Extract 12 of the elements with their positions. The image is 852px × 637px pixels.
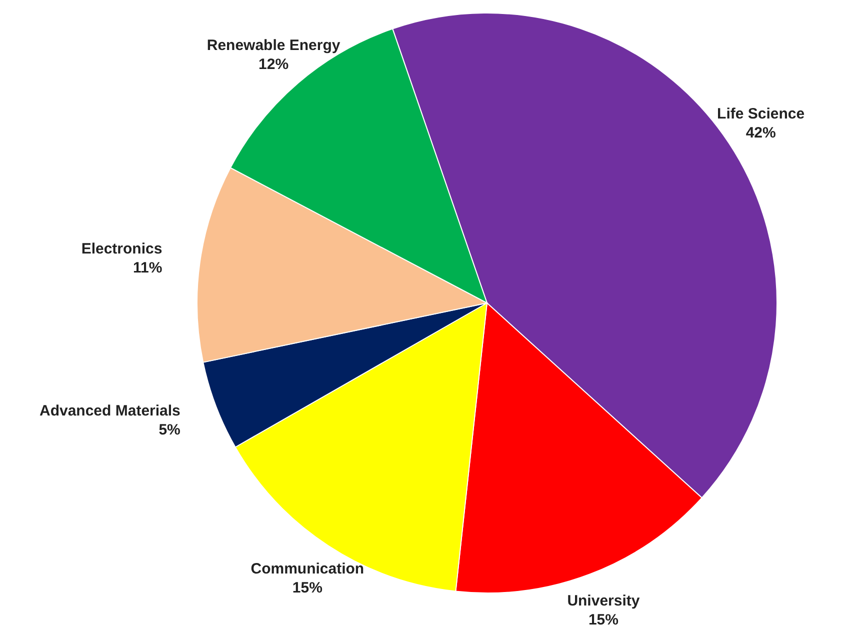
data-label: 15% — [588, 612, 618, 629]
data-label: 5% — [158, 421, 180, 438]
slice-label: Communication — [250, 560, 364, 578]
slice-label: Renewable Energy — [206, 36, 341, 54]
data-label: 15% — [292, 579, 322, 596]
slice-label: University — [567, 592, 640, 610]
data-label: 42% — [746, 124, 776, 142]
data-label: 11% — [132, 259, 162, 276]
slice-label: Life Science — [717, 105, 805, 122]
data-label: 12% — [258, 56, 289, 73]
slice-label: Electronics — [81, 240, 162, 258]
slice-label: Advanced Materials — [39, 402, 180, 420]
